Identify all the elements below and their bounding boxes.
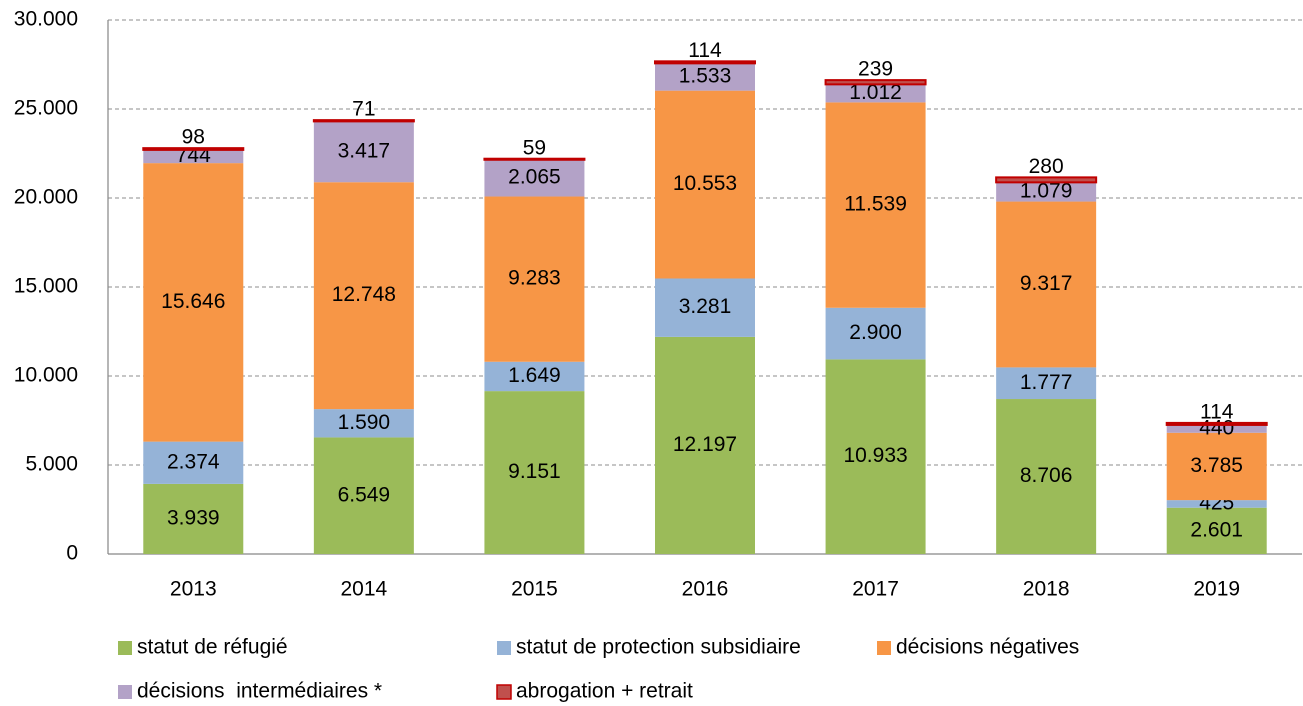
x-tick-label: 2013 (170, 578, 217, 601)
bar-segment (655, 90, 755, 279)
value-label: 10.553 (673, 172, 737, 195)
x-tick-label: 2019 (1193, 578, 1240, 601)
legend-swatch (877, 641, 891, 655)
legend-label: décisions négatives (896, 636, 1079, 659)
value-label: 1.079 (1020, 180, 1073, 203)
value-label: 1.533 (679, 65, 732, 88)
y-tick-label: 5.000 (25, 453, 78, 476)
y-tick-label: 30.000 (14, 8, 78, 31)
bar-segment (312, 119, 415, 123)
legend-label: statut de protection subsidiaire (516, 636, 801, 659)
value-label: 59 (523, 136, 546, 159)
value-label: 12.748 (332, 283, 396, 306)
x-tick-label: 2015 (511, 578, 558, 601)
bar-segment (143, 149, 244, 164)
bar-segment (313, 437, 414, 554)
bar-segment (655, 336, 755, 554)
bar-segment (313, 182, 414, 410)
bar-segment (1165, 421, 1268, 426)
bar-segment (142, 147, 245, 151)
x-tick-label: 2014 (340, 578, 387, 601)
bar-segment (655, 278, 755, 337)
bar-segment (1166, 507, 1267, 554)
legend-label: abrogation + retrait (516, 680, 693, 703)
x-tick-label: 2017 (852, 578, 899, 601)
bar-segment (996, 182, 1097, 202)
bar-segment (995, 176, 1098, 184)
bar-segment (996, 201, 1097, 368)
y-tick-label: 15.000 (14, 275, 78, 298)
bar-segment (313, 121, 414, 183)
bar-segment (143, 163, 244, 442)
bar-segment (313, 409, 414, 438)
value-label: 2.900 (849, 321, 902, 344)
bar-segment (484, 196, 585, 362)
legend-label: décisions intermédiaires * (137, 680, 382, 703)
bar-segment (1166, 500, 1267, 508)
value-label: 98 (182, 126, 205, 149)
value-label: 9.151 (508, 460, 561, 483)
value-label: 3.785 (1190, 454, 1243, 477)
y-tick-label: 20.000 (14, 186, 78, 209)
value-label: 6.549 (338, 483, 391, 506)
value-label: 1.012 (849, 81, 902, 104)
value-label: 3.939 (167, 506, 220, 529)
value-label: 10.933 (843, 444, 907, 467)
bar-segment (1166, 432, 1267, 501)
bar-segment (824, 79, 927, 86)
value-label: 1.649 (508, 364, 561, 387)
bar-segment (484, 159, 585, 197)
value-label: 8.706 (1020, 464, 1073, 487)
value-label: 1.777 (1020, 371, 1073, 394)
legend-label: statut de réfugié (137, 636, 288, 659)
value-label: 71 (352, 98, 375, 121)
value-label: 2.374 (167, 450, 220, 473)
value-label: 114 (1200, 400, 1234, 423)
value-label: 9.317 (1020, 272, 1073, 295)
value-label: 3.281 (679, 295, 732, 318)
bar-segment (1166, 424, 1267, 433)
y-tick-label: 25.000 (14, 97, 78, 120)
bar-segment (825, 84, 926, 103)
bar-segment (825, 102, 926, 308)
value-label: 2.601 (1190, 518, 1243, 541)
legend-swatch (118, 641, 132, 655)
bar-segment (996, 399, 1097, 554)
legend-swatch (496, 684, 512, 700)
bar-segment (654, 60, 756, 65)
bar-segment (825, 359, 926, 554)
legend-swatch (497, 641, 511, 655)
bar-segment (483, 157, 586, 161)
value-label: 114 (688, 39, 722, 62)
y-tick-label: 0 (66, 542, 78, 565)
value-label: 1.590 (338, 411, 391, 434)
bar-segment (655, 63, 755, 91)
x-tick-label: 2016 (682, 578, 729, 601)
value-label: 3.417 (338, 139, 391, 162)
bar-segment (484, 391, 585, 554)
bar-segment (825, 307, 926, 360)
bar-segment (143, 483, 244, 554)
x-tick-label: 2018 (1023, 578, 1070, 601)
value-label: 11.539 (844, 193, 907, 216)
value-label: 15.646 (161, 290, 225, 313)
y-tick-label: 10.000 (14, 364, 78, 387)
value-label: 239 (858, 58, 893, 81)
value-label: 12.197 (673, 433, 737, 456)
bar-segment (484, 361, 585, 392)
value-label: 280 (1029, 155, 1064, 178)
bar-segment (996, 367, 1097, 400)
legend-swatch (118, 685, 132, 699)
bar-segment (143, 441, 244, 484)
value-label: 2.065 (508, 166, 561, 189)
value-label: 9.283 (508, 267, 561, 290)
